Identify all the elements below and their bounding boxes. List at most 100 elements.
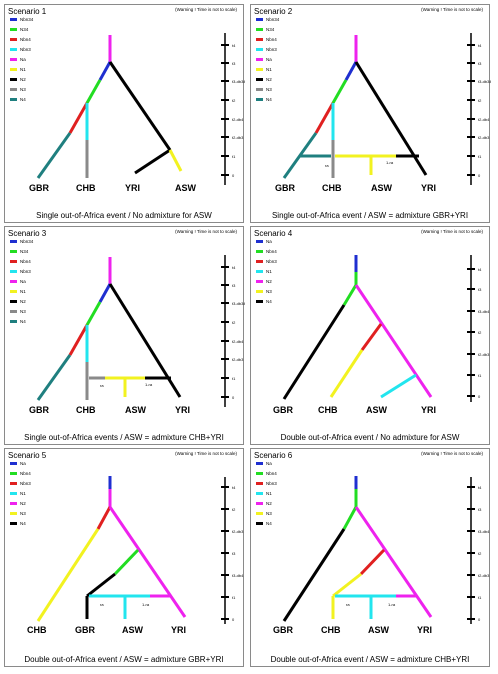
- legend-swatch: [10, 260, 17, 263]
- legend-swatch: [256, 240, 263, 243]
- time-label: t2-db3: [232, 529, 244, 534]
- warning-note: (Warning ! Time is not to scale): [421, 7, 483, 12]
- legend-label: N4: [20, 319, 26, 324]
- legend: Nbn34 N34 Nbn4 Nbn3 Na N1 N2 N3 N4: [10, 17, 34, 102]
- legend-label: N3: [20, 87, 26, 92]
- panel-title: Scenario 6: [254, 451, 293, 460]
- legend-swatch: [256, 250, 263, 253]
- time-label: t2-db4: [232, 117, 244, 122]
- legend-label: Nbn3: [266, 47, 277, 52]
- legend-label: N2: [266, 77, 272, 82]
- legend-swatch: [256, 88, 263, 91]
- legend-label: N1: [266, 269, 272, 274]
- time-label: t3: [478, 507, 482, 512]
- legend-swatch: [10, 240, 17, 243]
- legend-label: Nbn34: [266, 17, 280, 22]
- tree-diagram: Na Nbn4 Nbn3 N1 N2 N3 N4 t4 t3 t3-db4: [256, 461, 490, 624]
- legend-label: N4: [266, 299, 272, 304]
- legend-swatch: [10, 98, 17, 101]
- rate-label: 1-ra: [386, 160, 394, 165]
- tree-diagram: Na Nbn4 Nbn3 N1 N2 N3 N4 t4 t3 t3-db4: [256, 239, 490, 402]
- legend-swatch: [256, 300, 263, 303]
- legend-label: Nbn4: [266, 471, 277, 476]
- time-axis: t4 t3 t3-db34 t2 t2-db4 t2-db3 t1 0: [221, 255, 245, 407]
- legend-label: N4: [20, 521, 26, 526]
- legend-swatch: [10, 482, 17, 485]
- pop-label: GBR: [75, 625, 95, 635]
- pop-label: CHB: [322, 183, 342, 193]
- time-label: 0: [232, 617, 235, 622]
- time-label: t1: [232, 154, 236, 159]
- legend-label: Nbn34: [20, 239, 34, 244]
- legend: Na Nbn4 Nbn3 N1 N2 N3 N4: [10, 461, 31, 526]
- tree-branches: [282, 35, 428, 179]
- panel-caption: Single out-of-Africa events / ASW = admi…: [24, 433, 224, 442]
- legend-swatch: [10, 250, 17, 253]
- panel-caption: Double out-of-Africa event / ASW = admix…: [24, 655, 224, 664]
- legend-swatch: [256, 502, 263, 505]
- time-label: t2: [478, 98, 482, 103]
- panel-title: Scenario 2: [254, 7, 293, 16]
- legend-label: Na: [266, 239, 272, 244]
- legend-label: Nbn4: [20, 471, 31, 476]
- time-label: t2-db4: [478, 117, 490, 122]
- legend-swatch: [10, 522, 17, 525]
- legend-label: N3: [266, 511, 272, 516]
- time-label: t2: [232, 507, 236, 512]
- legend-swatch: [256, 58, 263, 61]
- pop-label: CHB: [321, 625, 341, 635]
- warning-note: (Warning ! Time is not to scale): [175, 451, 237, 456]
- rate-label: 1-ra: [388, 602, 396, 607]
- legend-label: Nbn4: [266, 249, 277, 254]
- legend-label: N1: [266, 491, 272, 496]
- legend-swatch: [10, 502, 17, 505]
- panel-title: Scenario 3: [8, 229, 47, 238]
- legend-swatch: [10, 18, 17, 21]
- time-label: t2-db3: [232, 357, 244, 362]
- time-label: t3: [232, 551, 236, 556]
- pop-label: CHB: [318, 405, 338, 415]
- legend-label: Nbn3: [20, 47, 31, 52]
- legend-swatch: [256, 522, 263, 525]
- time-axis: t4 t2 t2-db3 t3 t3-db4 t1 0: [221, 477, 244, 624]
- pop-label: ASW: [371, 183, 392, 193]
- time-label: t2-db3: [478, 135, 490, 140]
- time-label: t3-db34: [232, 301, 245, 306]
- legend-swatch: [256, 512, 263, 515]
- tree-diagram: Nbn34 N34 Nbn4 Nbn3 Na N1 N2 N3 N4: [256, 17, 491, 185]
- legend-label: Nbn4: [20, 37, 31, 42]
- legend-swatch: [256, 28, 263, 31]
- legend-label: Nbn3: [266, 481, 277, 486]
- pop-label: YRI: [417, 625, 433, 635]
- legend-swatch: [10, 28, 17, 31]
- legend-label: Nbn3: [266, 259, 277, 264]
- time-label: t4: [478, 485, 482, 490]
- time-label: t4: [232, 265, 236, 270]
- legend-swatch: [256, 482, 263, 485]
- pop-label: ASW: [125, 405, 146, 415]
- panel-title: Scenario 1: [8, 7, 47, 16]
- legend-swatch: [256, 48, 263, 51]
- pop-label: GBR: [275, 183, 295, 193]
- time-label: t4: [232, 43, 236, 48]
- time-label: t3: [232, 61, 236, 66]
- legend-label: N34: [20, 249, 29, 254]
- legend-swatch: [10, 58, 17, 61]
- pop-label: ASW: [175, 183, 196, 193]
- legend-swatch: [256, 290, 263, 293]
- legend-swatch: [10, 462, 17, 465]
- pop-label: CHB: [76, 183, 96, 193]
- legend-label: N1: [20, 491, 26, 496]
- time-label: 0: [478, 394, 481, 399]
- legend-label: N34: [20, 27, 29, 32]
- panel-caption: Double out-of-Africa event / No admixtur…: [280, 433, 460, 442]
- time-label: t3-db4: [478, 529, 490, 534]
- time-label: t2: [478, 551, 482, 556]
- legend-swatch: [256, 472, 263, 475]
- legend-label: N3: [20, 511, 26, 516]
- legend-label: N2: [20, 77, 26, 82]
- pop-label: GBR: [273, 405, 293, 415]
- time-label: t1: [478, 154, 482, 159]
- time-label: t3-db34: [478, 79, 491, 84]
- legend-label: Na: [20, 461, 26, 466]
